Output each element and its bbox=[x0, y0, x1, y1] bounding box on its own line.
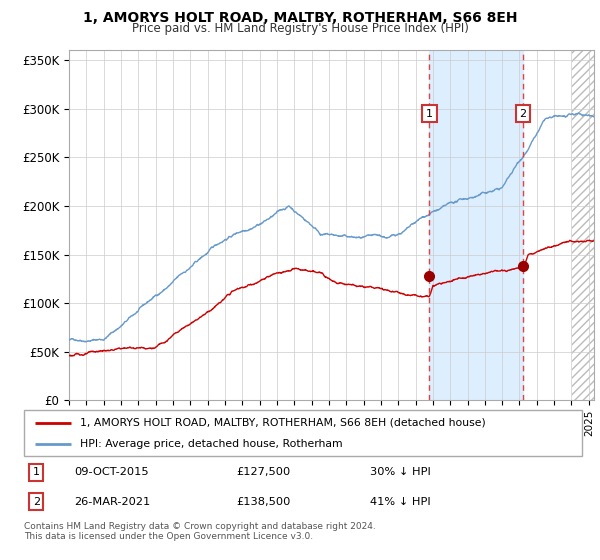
Text: 2: 2 bbox=[520, 109, 527, 119]
Text: Contains HM Land Registry data © Crown copyright and database right 2024.
This d: Contains HM Land Registry data © Crown c… bbox=[24, 522, 376, 542]
Text: 30% ↓ HPI: 30% ↓ HPI bbox=[370, 467, 431, 477]
Text: 1, AMORYS HOLT ROAD, MALTBY, ROTHERHAM, S66 8EH (detached house): 1, AMORYS HOLT ROAD, MALTBY, ROTHERHAM, … bbox=[80, 418, 485, 428]
Text: 1, AMORYS HOLT ROAD, MALTBY, ROTHERHAM, S66 8EH: 1, AMORYS HOLT ROAD, MALTBY, ROTHERHAM, … bbox=[83, 11, 517, 25]
Text: 26-MAR-2021: 26-MAR-2021 bbox=[74, 497, 151, 507]
Text: 2: 2 bbox=[33, 497, 40, 507]
Text: 41% ↓ HPI: 41% ↓ HPI bbox=[370, 497, 431, 507]
Text: HPI: Average price, detached house, Rotherham: HPI: Average price, detached house, Roth… bbox=[80, 439, 343, 449]
Bar bbox=[572, 50, 594, 400]
Text: 1: 1 bbox=[33, 467, 40, 477]
Text: £127,500: £127,500 bbox=[236, 467, 290, 477]
Text: 09-OCT-2015: 09-OCT-2015 bbox=[74, 467, 149, 477]
Text: 1: 1 bbox=[426, 109, 433, 119]
Text: Price paid vs. HM Land Registry's House Price Index (HPI): Price paid vs. HM Land Registry's House … bbox=[131, 22, 469, 35]
Text: £138,500: £138,500 bbox=[236, 497, 290, 507]
Bar bbox=[430, 50, 523, 400]
FancyBboxPatch shape bbox=[24, 410, 582, 456]
